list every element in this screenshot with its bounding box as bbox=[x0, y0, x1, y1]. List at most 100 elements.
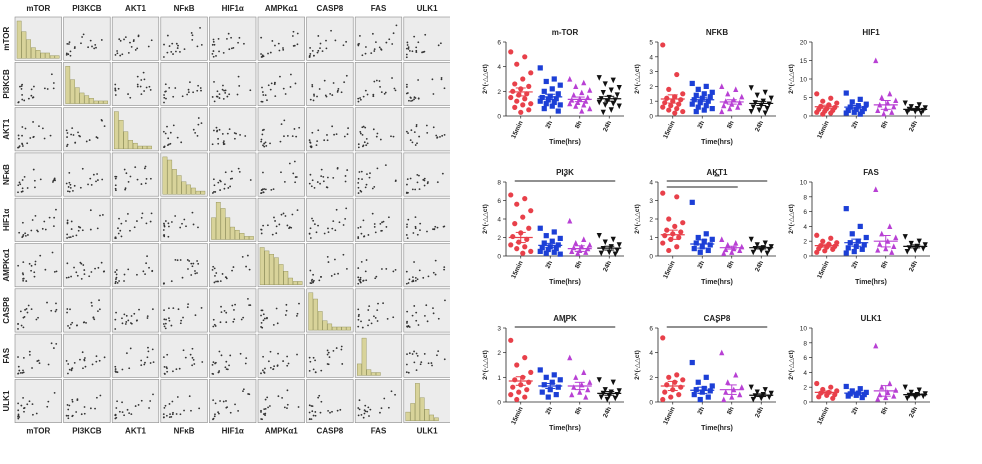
data-point bbox=[849, 388, 855, 394]
series-group bbox=[567, 354, 593, 400]
matrix-point bbox=[136, 273, 138, 276]
matrix-point bbox=[166, 353, 169, 356]
matrix-point bbox=[235, 132, 237, 135]
matrix-point bbox=[44, 228, 47, 231]
matrix-point bbox=[125, 220, 127, 222]
matrix-point bbox=[425, 124, 428, 127]
data-point bbox=[537, 367, 543, 373]
matrix-point bbox=[199, 26, 201, 29]
data-point bbox=[537, 65, 543, 71]
matrix-point bbox=[192, 128, 195, 131]
matrix-point bbox=[31, 219, 34, 221]
matrix-point bbox=[192, 262, 195, 265]
data-point bbox=[579, 243, 585, 250]
matrix-point bbox=[316, 181, 319, 183]
matrix-point bbox=[46, 301, 48, 304]
matrix-point bbox=[264, 188, 267, 191]
matrix-point bbox=[357, 414, 360, 417]
matrix-point bbox=[89, 39, 92, 42]
data-point bbox=[555, 91, 561, 97]
matrix-point bbox=[167, 137, 170, 140]
matrix-point bbox=[119, 54, 122, 57]
matrix-point bbox=[312, 414, 315, 417]
matrix-point bbox=[65, 54, 68, 56]
data-point bbox=[680, 377, 686, 383]
matrix-point bbox=[23, 410, 25, 413]
matrix-point bbox=[201, 361, 204, 363]
data-point bbox=[676, 392, 682, 398]
matrix-point bbox=[212, 38, 215, 41]
matrix-point bbox=[443, 133, 446, 136]
matrix-point bbox=[359, 280, 362, 283]
histogram-bar bbox=[327, 323, 333, 331]
matrix-point bbox=[79, 135, 81, 138]
matrix-point bbox=[373, 315, 375, 318]
matrix-point bbox=[130, 46, 133, 48]
matrix-point bbox=[66, 404, 69, 406]
data-point bbox=[756, 107, 762, 114]
matrix-scatter-cell bbox=[403, 333, 450, 378]
matrix-point bbox=[38, 362, 41, 364]
x-tick-label: 15min bbox=[816, 120, 830, 140]
data-point bbox=[583, 249, 589, 255]
matrix-point bbox=[432, 126, 435, 129]
matrix-point bbox=[196, 89, 199, 92]
matrix-point bbox=[222, 140, 225, 142]
histogram-bar bbox=[220, 208, 226, 240]
matrix-scatter-cell bbox=[63, 333, 111, 378]
matrix-point bbox=[32, 136, 35, 139]
data-point bbox=[748, 236, 754, 243]
matrix-scatter-cell bbox=[306, 379, 354, 423]
matrix-point bbox=[187, 91, 190, 94]
matrix-point bbox=[123, 414, 126, 417]
series-group bbox=[814, 380, 840, 401]
matrix-point bbox=[365, 279, 368, 282]
matrix-point bbox=[119, 39, 122, 42]
matrix-point bbox=[329, 92, 332, 95]
histogram-bar bbox=[215, 201, 221, 240]
y-axis-label: 2^(-△△ct) bbox=[481, 64, 489, 94]
matrix-point bbox=[312, 356, 315, 359]
matrix-point bbox=[334, 258, 336, 261]
data-point bbox=[600, 109, 606, 116]
matrix-point bbox=[127, 268, 130, 271]
matrix-row-label-left: AMPKα1 bbox=[2, 248, 11, 281]
matrix-point bbox=[66, 221, 69, 224]
matrix-point bbox=[121, 53, 124, 56]
matrix-point bbox=[280, 213, 283, 216]
data-point bbox=[508, 192, 514, 198]
data-point bbox=[571, 384, 577, 390]
data-point bbox=[608, 87, 614, 94]
data-point bbox=[754, 242, 760, 248]
matrix-point bbox=[126, 408, 129, 411]
data-point bbox=[695, 86, 701, 92]
matrix-point bbox=[364, 404, 367, 407]
matrix-point bbox=[388, 38, 391, 41]
matrix-point bbox=[212, 55, 215, 58]
matrix-point bbox=[219, 189, 222, 191]
data-point bbox=[703, 83, 709, 89]
matrix-point bbox=[91, 363, 94, 366]
matrix-cell-frame bbox=[14, 197, 62, 242]
matrix-point bbox=[223, 310, 226, 312]
matrix-point bbox=[264, 408, 267, 410]
data-point bbox=[522, 196, 528, 202]
matrix-point bbox=[365, 144, 368, 147]
matrix-point bbox=[405, 47, 408, 50]
matrix-scatter-cell bbox=[160, 107, 208, 152]
matrix-point bbox=[366, 410, 369, 413]
matrix-point bbox=[73, 361, 76, 364]
data-point bbox=[766, 394, 772, 401]
matrix-point bbox=[406, 237, 409, 240]
histogram-bar bbox=[113, 111, 119, 150]
matrix-histogram-cell bbox=[14, 16, 62, 61]
histogram-bar bbox=[288, 277, 293, 286]
data-point bbox=[522, 54, 528, 60]
data-point bbox=[666, 216, 672, 222]
data-point bbox=[719, 83, 725, 89]
matrix-point bbox=[17, 372, 19, 375]
matrix-point bbox=[97, 266, 100, 269]
matrix-point bbox=[191, 38, 194, 41]
matrix-point bbox=[406, 41, 409, 44]
matrix-point bbox=[214, 325, 217, 327]
